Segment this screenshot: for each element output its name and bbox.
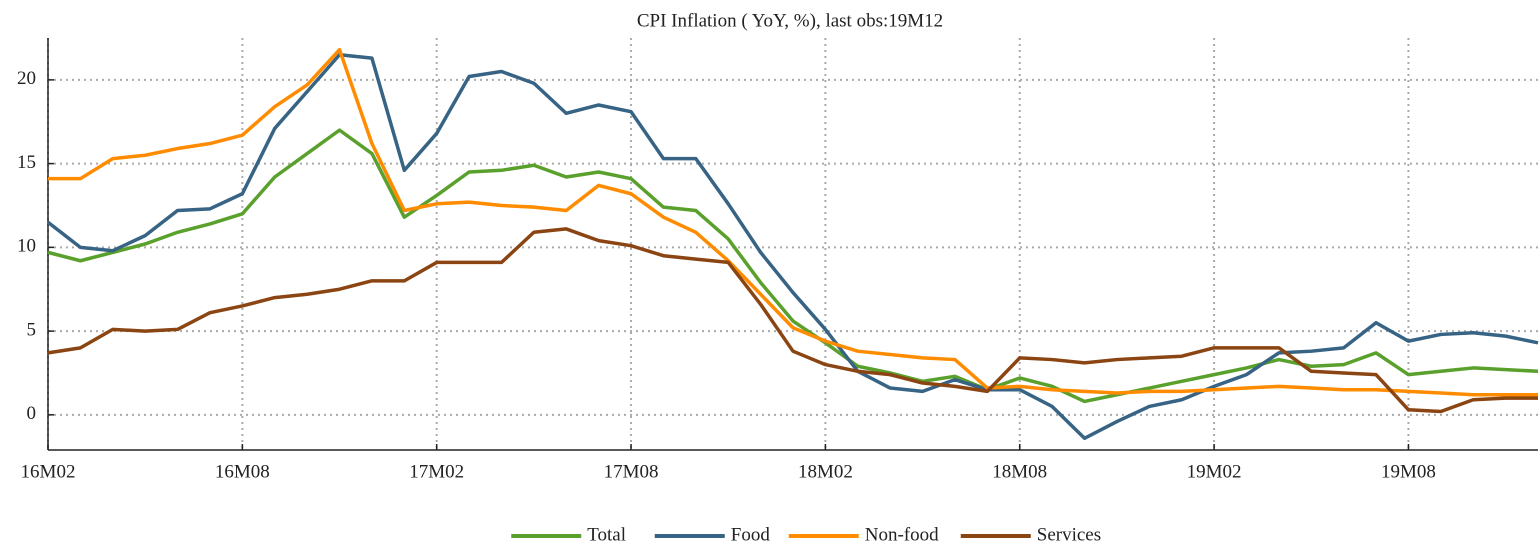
x-tick-label: 17M08 <box>604 461 659 482</box>
series-line <box>46 52 1539 441</box>
x-tick-label: 19M02 <box>1187 461 1242 482</box>
x-tick-label: 16M08 <box>215 461 270 482</box>
series-line <box>47 128 1539 404</box>
series-line <box>48 47 1538 397</box>
y-tick-label: 15 <box>17 152 36 173</box>
legend-label: Non-food <box>865 524 939 545</box>
x-tick-label: 17M02 <box>409 461 464 482</box>
y-tick-label: 5 <box>27 319 37 340</box>
y-tick-label: 20 <box>17 68 36 89</box>
legend-label: Total <box>587 524 626 545</box>
x-tick-label: 16M02 <box>21 461 76 482</box>
x-tick-label: 18M08 <box>992 461 1047 482</box>
legend-label: Food <box>731 524 771 545</box>
y-tick-label: 10 <box>17 236 36 257</box>
legend-label: Services <box>1037 524 1101 545</box>
series-line <box>47 227 1538 414</box>
y-tick-label: 0 <box>27 403 37 424</box>
chart-title: CPI Inflation ( YoY, %), last obs:19M12 <box>637 10 943 31</box>
x-tick-label: 18M02 <box>798 461 853 482</box>
x-tick-label: 19M08 <box>1381 461 1436 482</box>
